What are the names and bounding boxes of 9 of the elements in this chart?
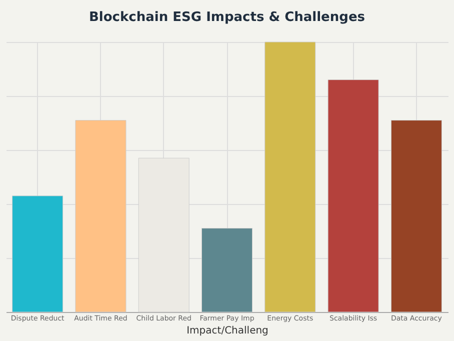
bar	[12, 196, 64, 312]
bar	[138, 158, 190, 312]
bar	[264, 42, 316, 312]
x-axis-title: Impact/Challeng	[186, 326, 268, 336]
bar	[75, 120, 126, 312]
bar	[328, 80, 379, 312]
bar	[201, 228, 253, 312]
chart-title: Blockchain ESG Impacts & Challenges	[89, 10, 366, 25]
bar	[390, 120, 442, 312]
